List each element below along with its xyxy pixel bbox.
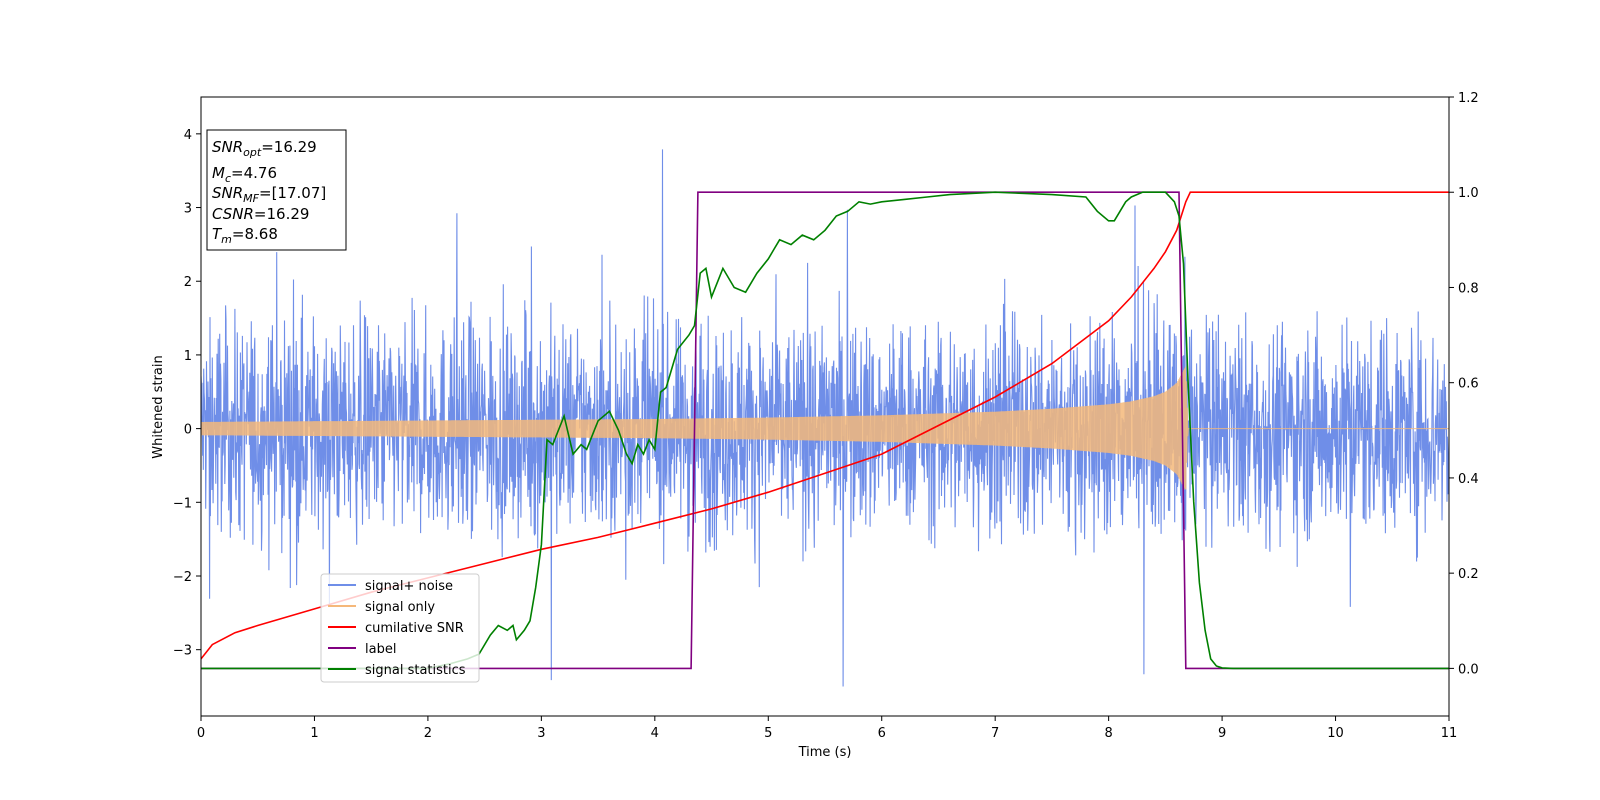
y-right-tick-label: 1.0 bbox=[1458, 186, 1479, 201]
legend-entry: cumilative SNR bbox=[365, 621, 464, 636]
y-left-tick-label: −1 bbox=[173, 496, 192, 511]
y-left-tick-label: −3 bbox=[173, 644, 192, 659]
x-tick-label: 4 bbox=[651, 726, 659, 741]
x-axis-label: Time (s) bbox=[798, 745, 852, 760]
annotation-frame bbox=[206, 129, 347, 251]
annotation-line: CSNR=16.29 bbox=[212, 205, 309, 223]
x-tick-label: 9 bbox=[1218, 726, 1226, 741]
y-right-tick-label: 0.4 bbox=[1458, 472, 1479, 487]
y-right-tick-label: 0.0 bbox=[1458, 662, 1479, 677]
x-tick-label: 1 bbox=[310, 726, 318, 741]
x-tick-label: 5 bbox=[764, 726, 772, 741]
y-left-tick-label: 4 bbox=[184, 128, 192, 143]
legend: signal+ noise signal only cumilative SNR la… bbox=[320, 573, 480, 683]
plot-frame bbox=[200, 96, 1450, 717]
y-left-tick-label: 3 bbox=[184, 202, 192, 217]
y-left-tick-label: 2 bbox=[184, 275, 192, 290]
x-tick-label: 8 bbox=[1104, 726, 1112, 741]
annotation-line: SNRMF=[17.07] bbox=[212, 184, 326, 205]
x-tick-label: 0 bbox=[197, 726, 205, 741]
y-right-tick-label: 0.6 bbox=[1458, 377, 1479, 392]
y-left-tick-label: 0 bbox=[184, 423, 192, 438]
x-tick-label: 11 bbox=[1441, 726, 1458, 741]
y-left-tick-label: −2 bbox=[173, 570, 192, 585]
x-tick-label: 2 bbox=[424, 726, 432, 741]
y-axis-label: Whitened strain bbox=[151, 355, 166, 458]
legend-frame bbox=[320, 573, 480, 683]
y-right-axis-ticks: 0.0 0.2 0.4 0.6 0.8 1.0 1.2 bbox=[1449, 91, 1479, 677]
x-tick-label: 10 bbox=[1327, 726, 1344, 741]
x-axis-ticks: 0 1 2 3 4 5 6 7 8 9 10 11 bbox=[197, 716, 1457, 741]
y-left-axis-ticks: −3 −2 −1 0 1 2 3 4 bbox=[173, 128, 201, 659]
annotation-line: SNRopt=16.29 bbox=[212, 138, 317, 159]
legend-entry: signal+ noise bbox=[365, 579, 453, 594]
signal-statistics-line bbox=[201, 191, 1449, 670]
legend-entry: label bbox=[365, 642, 396, 657]
signal-only-series bbox=[201, 366, 1449, 490]
y-right-tick-label: 1.2 bbox=[1458, 91, 1479, 106]
annotation-line: Mc=4.76 bbox=[212, 164, 277, 185]
x-tick-label: 6 bbox=[878, 726, 886, 741]
y-left-tick-label: 1 bbox=[184, 349, 192, 364]
y-right-tick-label: 0.2 bbox=[1458, 567, 1479, 582]
annotation-line: Tm=8.68 bbox=[212, 225, 278, 246]
legend-entry: signal only bbox=[365, 600, 435, 615]
y-right-tick-label: 0.8 bbox=[1458, 281, 1479, 296]
x-tick-label: 7 bbox=[991, 726, 999, 741]
snr-annotation-box: SNRopt=16.29 Mc=4.76SNRMF=[17.07]CSNR=16.… bbox=[206, 129, 347, 251]
x-tick-label: 3 bbox=[537, 726, 545, 741]
legend-entry: signal statistics bbox=[365, 663, 466, 678]
signal-only-line bbox=[201, 366, 1449, 490]
